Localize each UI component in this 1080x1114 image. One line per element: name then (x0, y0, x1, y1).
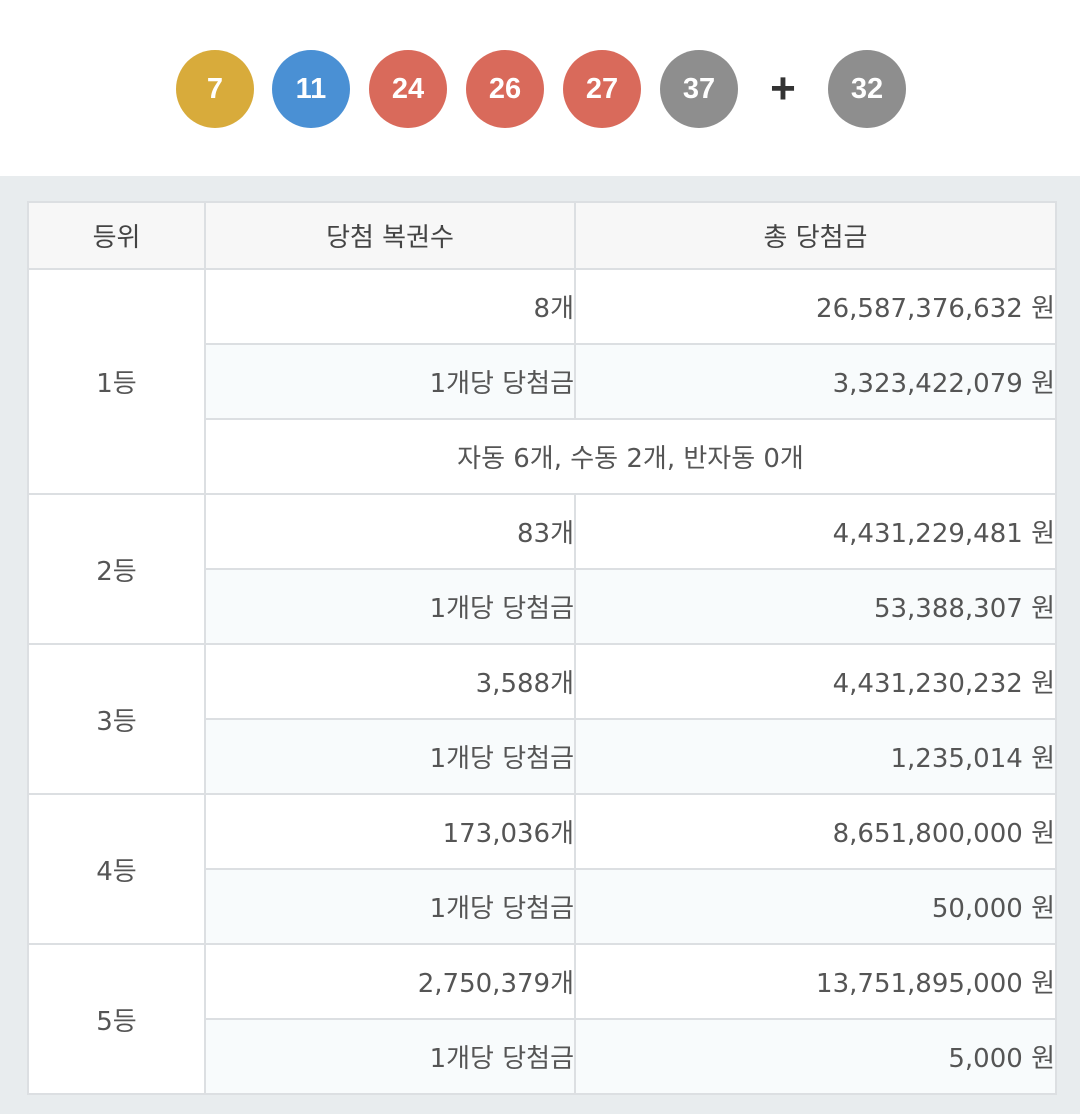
prize-table: 등위 당첨 복권수 총 당첨금 1등 8개 26,587,376,632 원 1… (27, 201, 1057, 1095)
per-ticket-label: 1개당 당첨금 (204, 343, 576, 420)
number-ball: 37 (660, 50, 738, 128)
winning-numbers-section: 7 11 24 26 27 37 + 32 (0, 0, 1080, 176)
number-ball: 11 (272, 50, 350, 128)
per-ticket-prize: 50,000 원 (574, 868, 1057, 945)
winner-count: 173,036개 (204, 793, 576, 870)
table-row: 5등 2,750,379개 13,751,895,000 원 (27, 943, 1057, 1095)
number-ball: 7 (176, 50, 254, 128)
rank-cell: 1등 (27, 268, 206, 495)
table-row: 3등 3,588개 4,431,230,232 원 (27, 643, 1057, 795)
table-header-row: 등위 당첨 복권수 총 당첨금 (27, 201, 1057, 270)
per-ticket-prize: 5,000 원 (574, 1018, 1057, 1095)
total-prize: 4,431,229,481 원 (574, 493, 1057, 570)
table-row: 1개당 당첨금 53,388,307 원 (28, 568, 1057, 645)
bonus-number-ball: 32 (828, 50, 906, 128)
table-row: 1개당 당첨금 3,323,422,079 원 (28, 343, 1057, 420)
winner-count: 8개 (204, 268, 576, 345)
table-row: 1등 8개 26,587,376,632 원 (27, 268, 1057, 495)
table-row: 1개당 당첨금 50,000 원 (28, 868, 1057, 945)
winning-numbers: 7 11 24 26 27 37 + 32 (0, 50, 1080, 128)
per-ticket-prize: 53,388,307 원 (574, 568, 1057, 645)
per-ticket-label: 1개당 당첨금 (204, 718, 576, 795)
rank-cell: 5등 (27, 943, 206, 1095)
per-ticket-prize: 1,235,014 원 (574, 718, 1057, 795)
per-ticket-label: 1개당 당첨금 (204, 568, 576, 645)
header-total: 총 당첨금 (574, 201, 1057, 270)
rank-cell: 3등 (27, 643, 206, 795)
plus-icon: + (770, 64, 796, 113)
total-prize: 8,651,800,000 원 (574, 793, 1057, 870)
winner-count: 2,750,379개 (204, 943, 576, 1020)
winner-count: 83개 (204, 493, 576, 570)
table-row: 자동 6개, 수동 2개, 반자동 0개 (28, 418, 1057, 495)
table-row: 2등 83개 4,431,229,481 원 (27, 493, 1057, 645)
table-row: 4등 173,036개 8,651,800,000 원 (27, 793, 1057, 945)
total-prize: 13,751,895,000 원 (574, 943, 1057, 1020)
number-ball: 26 (466, 50, 544, 128)
per-ticket-label: 1개당 당첨금 (204, 868, 576, 945)
table-row: 1개당 당첨금 5,000 원 (28, 1018, 1057, 1095)
number-ball: 27 (563, 50, 641, 128)
number-ball: 24 (369, 50, 447, 128)
purchase-type-note: 자동 6개, 수동 2개, 반자동 0개 (204, 418, 1057, 495)
header-rank: 등위 (27, 201, 206, 270)
per-ticket-label: 1개당 당첨금 (204, 1018, 576, 1095)
per-ticket-prize: 3,323,422,079 원 (574, 343, 1057, 420)
total-prize: 4,431,230,232 원 (574, 643, 1057, 720)
rank-cell: 4등 (27, 793, 206, 945)
total-prize: 26,587,376,632 원 (574, 268, 1057, 345)
table-row: 1개당 당첨금 1,235,014 원 (28, 718, 1057, 795)
winner-count: 3,588개 (204, 643, 576, 720)
rank-cell: 2등 (27, 493, 206, 645)
header-count: 당첨 복권수 (204, 201, 576, 270)
